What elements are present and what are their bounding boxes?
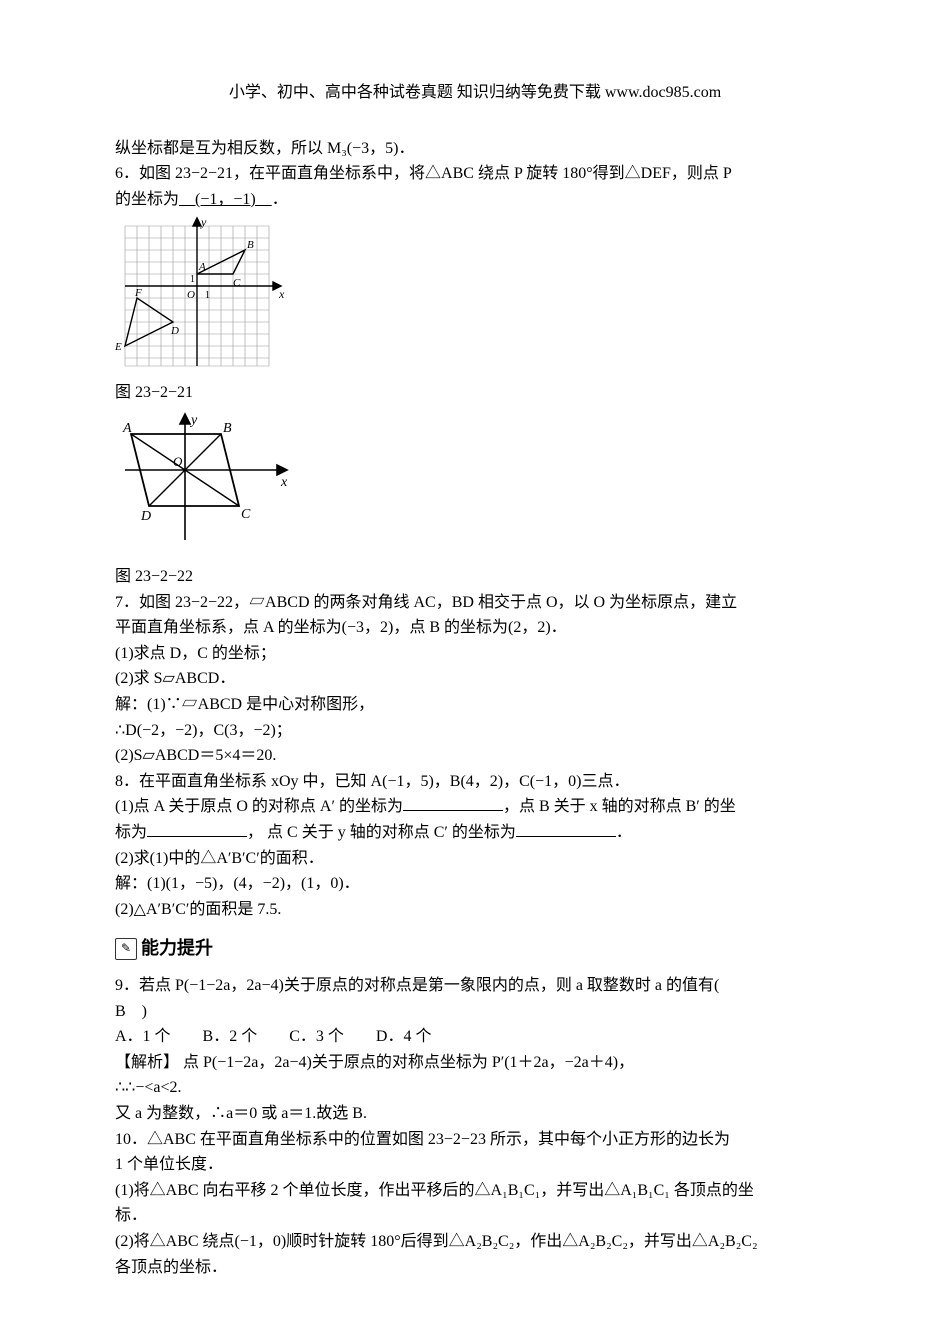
pencil-icon: ✎ (115, 938, 137, 960)
q9-exp1: 【解析】 点 P(−1−2a，2a−4)关于原点的对称点坐标为 P′(1＋2a，… (115, 1050, 835, 1076)
q8-l3a: 标为 (115, 824, 147, 841)
blank-B (147, 820, 247, 837)
axis-y-label: y (200, 216, 207, 229)
q8-l1: 8．在平面直角坐标系 xOy 中，已知 A(−1，5)，B(4，2)，C(−1，… (115, 769, 835, 795)
q7-sol1: 解：(1)∵▱ABCD 是中心对称图形， (115, 692, 835, 718)
q8-l2b: ，点 B 关于 x 轴的对称点 B′ 的坐 (503, 798, 736, 815)
q7-l3: (1)求点 D，C 的坐标； (115, 641, 835, 667)
q8-l3c: ． (616, 824, 632, 841)
svg-text:A: A (122, 421, 132, 436)
pt-C: C (233, 277, 241, 289)
pt-D: D (170, 325, 179, 337)
figure-23-2-22: y x O A B C D (115, 410, 835, 560)
q10-l3: (1)将△ABC 向右平移 2 个单位长度，作出平移后的△A₁B₁C₁，并写出△… (115, 1178, 835, 1204)
q9-l1: 9．若点 P(−1−2a，2a−4)关于原点的对称点是第一象限内的点，则 a 取… (115, 973, 835, 999)
q7-l4: (2)求 S▱ABCD． (115, 666, 835, 692)
svg-text:x: x (280, 475, 288, 490)
svg-text:C: C (241, 507, 251, 522)
pt-F: F (134, 287, 142, 299)
svg-text:y: y (189, 413, 198, 428)
pt-A: A (198, 261, 206, 273)
svg-text:B: B (223, 421, 232, 436)
q6-period: ． (272, 191, 288, 208)
q10-l6: 各顶点的坐标． (115, 1255, 835, 1281)
q9-exp2: ∴∴−<a<2. (115, 1075, 835, 1101)
q8-l2a: (1)点 A 关于原点 O 的对称点 A′ 的坐标为 (115, 798, 403, 815)
q8-sol2: (2)△A′B′C′的面积是 7.5. (115, 897, 835, 923)
q6-answer: (−1，−1) (179, 187, 272, 213)
q8-l4: (2)求(1)中的△A′B′C′的面积． (115, 846, 835, 872)
q6-line1: 6．如图 23−2−21，在平面直角坐标系中，将△ABC 绕点 P 旋转 180… (115, 161, 835, 187)
q10-l1: 10．△ABC 在平面直角坐标系中的位置如图 23−2−23 所示，其中每个小正… (115, 1127, 835, 1153)
page-header: 小学、初中、高中各种试卷真题 知识归纳等免费下载 www.doc985.com (115, 80, 835, 106)
section-ability: ✎ 能力提升 (115, 934, 835, 963)
q10-l4: 标． (115, 1203, 835, 1229)
blank-A (403, 794, 503, 811)
q10-l2: 1 个单位长度． (115, 1152, 835, 1178)
axis-x-label: x (278, 287, 285, 301)
line-m3: 纵坐标都是互为相反数，所以 M₃(−3，5)． (115, 136, 835, 162)
svg-text:D: D (140, 509, 151, 524)
pt-E: E (115, 341, 122, 353)
figure-23-2-21: y x O 1 1 A B C D E F (115, 216, 835, 376)
q9-l2: B ) (115, 999, 835, 1025)
q9-opts: A．1 个 B．2 个 C．3 个 D．4 个 (115, 1024, 835, 1050)
q7-l1: 7．如图 23−2−22，▱ABCD 的两条对角线 AC，BD 相交于点 O，以… (115, 590, 835, 616)
tick-one-x: 1 (205, 290, 210, 301)
q7-l2: 平面直角坐标系，点 A 的坐标为(−3，2)，点 B 的坐标为(2，2)． (115, 615, 835, 641)
q7-sol3: (2)S▱ABCD＝5×4＝20. (115, 743, 835, 769)
section-ability-label: 能力提升 (141, 934, 213, 963)
q6-line2: 的坐标为 (−1，−1) ． (115, 187, 835, 213)
svg-text:O: O (173, 454, 183, 469)
q7-sol2: ∴D(−2，−2)，C(3，−2)； (115, 718, 835, 744)
q8-l3: 标为 ， 点 C 关于 y 轴的对称点 C′ 的坐标为 ． (115, 820, 835, 846)
pt-B: B (247, 239, 254, 251)
blank-C (516, 820, 616, 837)
q8-l2: (1)点 A 关于原点 O 的对称点 A′ 的坐标为 ，点 B 关于 x 轴的对称… (115, 794, 835, 820)
q8-l3b: ， 点 C 关于 y 轴的对称点 C′ 的坐标为 (247, 824, 516, 841)
q10-l5: (2)将△ABC 绕点(−1，0)顺时针旋转 180°后得到△A₂B₂C₂，作出… (115, 1229, 835, 1255)
origin-label: O (187, 289, 195, 301)
fig1-caption: 图 23−2−21 (115, 380, 835, 406)
fig2-caption: 图 23−2−22 (115, 564, 835, 590)
q9-exp3: 又 a 为整数，∴a＝0 或 a＝1.故选 B. (115, 1101, 835, 1127)
tick-one-y: 1 (190, 274, 195, 285)
q6-prefix: 的坐标为 (115, 191, 179, 208)
q8-sol1: 解：(1)(1，−5)，(4，−2)，(1，0)． (115, 871, 835, 897)
